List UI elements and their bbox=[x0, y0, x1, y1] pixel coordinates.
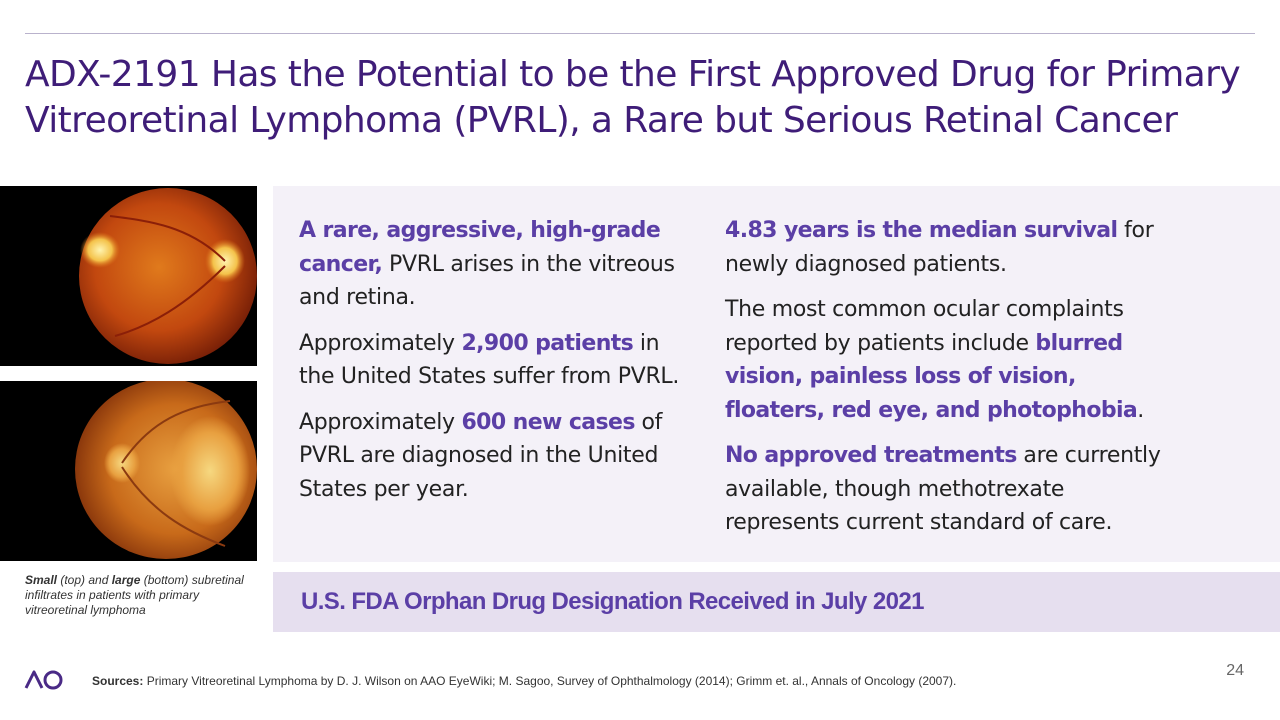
banner-text: U.S. FDA Orphan Drug Designation Receive… bbox=[301, 588, 924, 615]
fact-patient-count: Approximately 2,900 patients in the Unit… bbox=[299, 327, 689, 394]
fact-text: PVRL arises in the vitreous and retina. bbox=[299, 251, 675, 311]
sources-footnote: Sources: Primary Vitreoretinal Lymphoma … bbox=[92, 674, 956, 688]
fact-text: for newly diagnosed patients. bbox=[725, 218, 1154, 277]
image-caption: Small (top) and large (bottom) subretina… bbox=[25, 573, 260, 618]
sources-text: Primary Vitreoretinal Lymphoma by D. J. … bbox=[143, 674, 957, 688]
title-line-2: Vitreoretinal Lymphoma (PVRL), a Rare bu… bbox=[25, 100, 1178, 141]
page-title: ADX-2191 Has the Potential to be the Fir… bbox=[25, 52, 1255, 144]
fact-text: in the United States suffer from PVRL. bbox=[299, 330, 680, 390]
fundus-photo-top bbox=[79, 188, 257, 364]
caption-small-rest: (top) and bbox=[57, 573, 112, 587]
caption-large-rest: (bottom) subretinal infiltrates in patie… bbox=[25, 573, 244, 617]
facts-left-column: A rare, aggressive, high-grade cancer, P… bbox=[299, 214, 689, 518]
fact-highlight: 600 new cases bbox=[461, 409, 635, 435]
fact-rare-cancer: A rare, aggressive, high-grade cancer, P… bbox=[299, 214, 689, 315]
fact-text: are currently available, though methotre… bbox=[725, 443, 1161, 535]
fact-no-treatments: No approved treatments are currently ava… bbox=[725, 439, 1165, 540]
fundus-photo-bottom bbox=[75, 381, 257, 559]
fact-text: of PVRL are diagnosed in the United Stat… bbox=[299, 409, 663, 502]
sources-label: Sources: bbox=[92, 674, 144, 688]
fundus-image-small-infiltrates bbox=[0, 186, 257, 366]
fact-text: . bbox=[1137, 397, 1144, 423]
fundus-image-large-infiltrates bbox=[0, 381, 257, 561]
title-line-1: ADX-2191 Has the Potential to be the Fir… bbox=[25, 54, 1241, 95]
fact-ocular-complaints: The most common ocular complaints report… bbox=[725, 293, 1165, 427]
fact-highlight: 2,900 patients bbox=[461, 330, 634, 356]
facts-right-column: 4.83 years is the median survival for ne… bbox=[725, 214, 1165, 552]
page-number: 24 bbox=[1226, 662, 1244, 679]
top-divider bbox=[25, 33, 1255, 34]
facts-panel: A rare, aggressive, high-grade cancer, P… bbox=[273, 186, 1280, 562]
caption-small: Small bbox=[25, 573, 58, 587]
company-logo bbox=[24, 670, 63, 690]
orphan-drug-banner: U.S. FDA Orphan Drug Designation Receive… bbox=[273, 572, 1280, 632]
fact-text: Approximately bbox=[299, 330, 462, 356]
fact-highlight: 4.83 years is the median survival bbox=[725, 218, 1118, 243]
fact-median-survival: 4.83 years is the median survival for ne… bbox=[725, 214, 1165, 281]
fact-text: The most common ocular complaints report… bbox=[725, 297, 1124, 356]
caption-large: large bbox=[111, 573, 141, 587]
fact-text: Approximately bbox=[299, 409, 462, 435]
fact-new-cases: Approximately 600 new cases of PVRL are … bbox=[299, 406, 689, 507]
fact-highlight: No approved treatments bbox=[725, 443, 1017, 468]
fact-highlight: blurred vision, painless loss of vision,… bbox=[725, 330, 1138, 423]
fact-highlight: A rare, aggressive, high-grade cancer, bbox=[299, 218, 661, 277]
